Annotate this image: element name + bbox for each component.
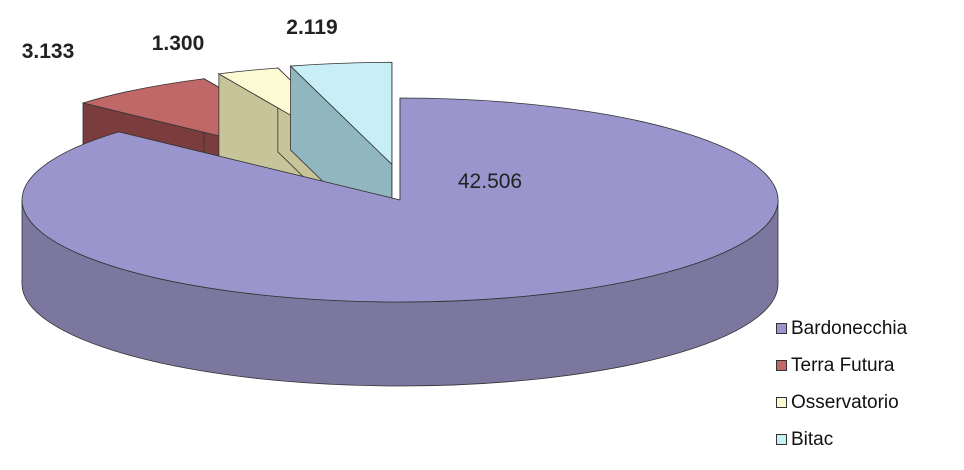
legend-label-terra-futura: Terra Futura: [791, 354, 895, 376]
slice-top-bitac: [289, 61, 393, 166]
value-label-bitac: 2.119: [286, 16, 337, 39]
legend-item-bardonecchia: Bardonecchia: [776, 310, 907, 347]
slice-bardonecchia: [21, 97, 779, 387]
chart-legend: Bardonecchia Terra Futura Osservatorio B…: [776, 310, 907, 458]
value-label-terra-futura: 3.133: [22, 40, 75, 63]
value-label-osservatorio: 1.300: [152, 32, 205, 55]
legend-swatch-osservatorio: [776, 397, 787, 408]
legend-item-terra-futura: Terra Futura: [776, 347, 907, 384]
legend-item-bitac: Bitac: [776, 421, 907, 458]
slice-top-bardonecchia: [21, 97, 779, 303]
pie-labels: 42.506 3.133 1.300 2.119: [22, 16, 522, 193]
legend-label-bitac: Bitac: [791, 428, 834, 450]
legend-swatch-bardonecchia: [776, 323, 787, 334]
legend-swatch-bitac: [776, 434, 787, 445]
legend-label-osservatorio: Osservatorio: [791, 391, 899, 413]
legend-label-bardonecchia: Bardonecchia: [791, 317, 908, 339]
value-label-bardonecchia: 42.506: [458, 170, 522, 193]
pie-tops: [21, 97, 779, 387]
legend-swatch-terra-futura: [776, 360, 787, 371]
legend-item-osservatorio: Osservatorio: [776, 384, 907, 421]
